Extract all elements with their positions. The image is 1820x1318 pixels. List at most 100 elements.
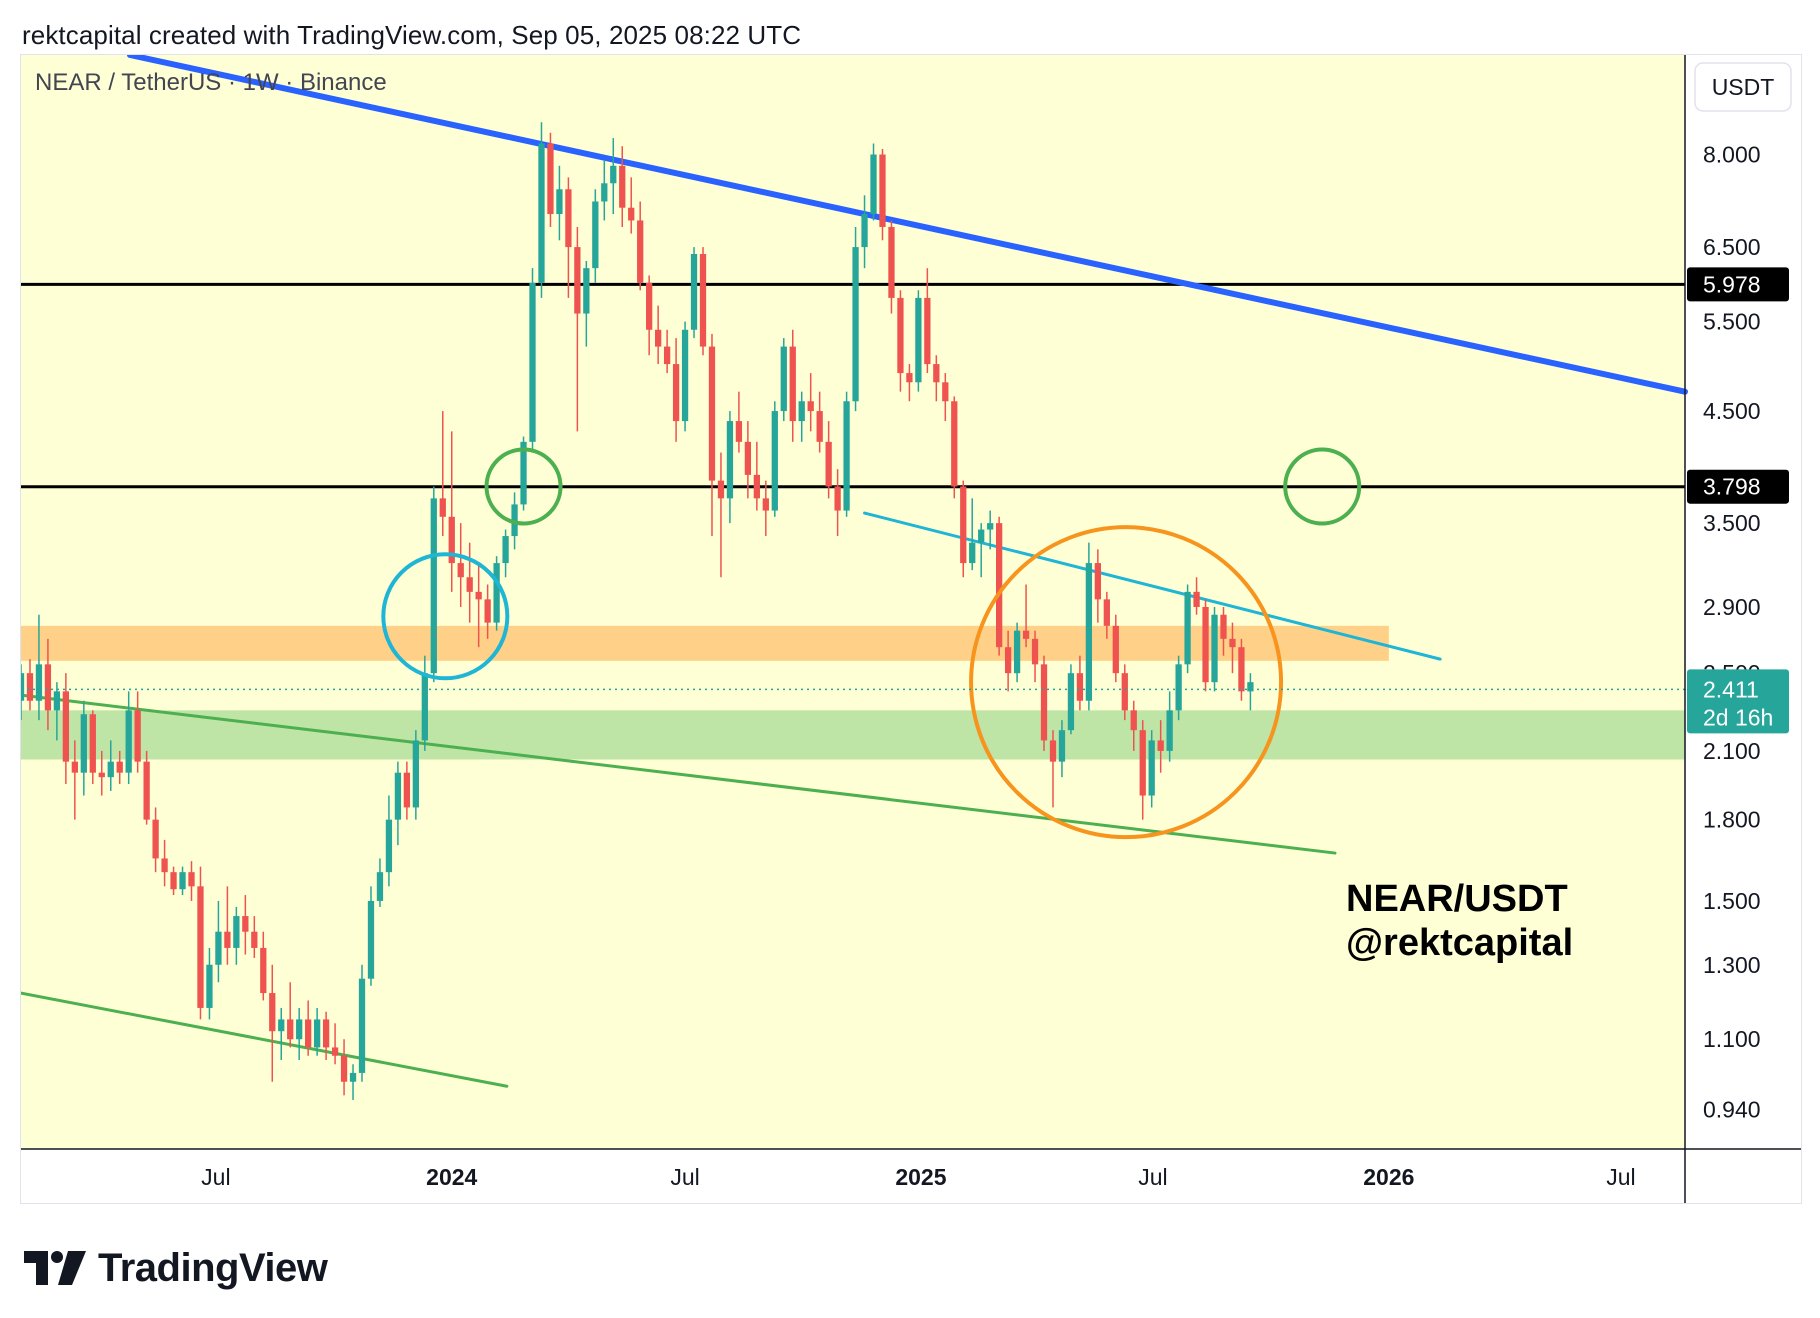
candle[interactable] [852, 226, 859, 412]
currency-button-label[interactable]: USDT [1712, 74, 1775, 100]
candle[interactable] [654, 305, 662, 365]
candle[interactable] [762, 480, 769, 537]
candle[interactable] [1040, 655, 1048, 751]
candle[interactable] [807, 373, 814, 432]
candle[interactable] [924, 268, 931, 374]
candle[interactable] [206, 947, 213, 1020]
tradingview-logo[interactable]: TradingView [24, 1244, 328, 1292]
green-lower-channel[interactable] [21, 991, 509, 1088]
candle[interactable] [152, 807, 159, 873]
candle[interactable] [1202, 599, 1209, 692]
candle[interactable] [403, 761, 411, 820]
candle[interactable] [681, 321, 689, 432]
candle[interactable] [735, 391, 743, 453]
candle[interactable] [278, 1007, 285, 1060]
candle[interactable] [322, 1011, 330, 1060]
candle[interactable] [1157, 720, 1164, 773]
candle[interactable] [305, 1000, 312, 1056]
candle[interactable] [493, 556, 500, 631]
candle[interactable] [825, 421, 832, 499]
candle[interactable] [89, 710, 96, 784]
candle[interactable] [708, 333, 716, 537]
candle[interactable] [574, 226, 581, 432]
candle[interactable] [430, 486, 437, 683]
candle[interactable] [125, 691, 132, 784]
candle[interactable] [349, 1064, 357, 1100]
candle[interactable] [610, 138, 617, 215]
candle[interactable] [870, 143, 877, 221]
candle[interactable] [1067, 664, 1075, 735]
symbol-label[interactable]: NEAR / TetherUS · 1W · Binance [35, 69, 387, 96]
candle[interactable] [233, 906, 240, 965]
candle[interactable] [915, 290, 922, 392]
candle[interactable] [421, 655, 428, 751]
candle[interactable] [394, 761, 402, 846]
candle[interactable] [1166, 691, 1173, 762]
candle[interactable] [260, 931, 267, 1001]
candle[interactable] [583, 261, 590, 347]
candle[interactable] [439, 411, 446, 537]
candle[interactable] [287, 982, 294, 1048]
candle[interactable] [726, 411, 734, 524]
candle[interactable] [1211, 606, 1218, 692]
candle[interactable] [1031, 630, 1039, 683]
candle[interactable] [1220, 606, 1227, 656]
candle[interactable] [502, 529, 509, 578]
candle[interactable] [1049, 730, 1057, 808]
candle[interactable] [529, 268, 536, 453]
green-circle-left[interactable] [484, 447, 563, 526]
candle[interactable] [161, 839, 168, 887]
candle[interactable] [834, 469, 841, 537]
candle[interactable] [35, 614, 43, 721]
candle[interactable] [1229, 622, 1236, 674]
candle[interactable] [412, 730, 419, 820]
candle[interactable] [996, 516, 1003, 656]
candle[interactable] [1247, 673, 1254, 711]
candle[interactable] [699, 247, 707, 356]
candle[interactable] [619, 146, 626, 227]
candle[interactable] [987, 510, 994, 550]
candle[interactable] [1058, 720, 1066, 778]
candle[interactable] [960, 480, 967, 578]
candle[interactable] [646, 275, 653, 356]
candle[interactable] [1184, 584, 1191, 674]
candle[interactable] [457, 523, 464, 607]
candle[interactable] [475, 563, 482, 648]
candle[interactable] [269, 964, 276, 1082]
candle[interactable] [690, 247, 698, 339]
candle[interactable] [44, 638, 52, 731]
candle[interactable] [448, 431, 455, 592]
candle[interactable] [538, 122, 545, 298]
candle[interactable] [672, 338, 680, 442]
candle[interactable] [242, 895, 249, 955]
candle[interactable] [637, 201, 644, 291]
candle[interactable] [744, 421, 752, 499]
candle[interactable] [897, 290, 904, 392]
time-axis[interactable]: Jul 2024 Jul 2025 Jul 2026 Jul [201, 1164, 1635, 1190]
candle[interactable] [251, 916, 258, 958]
orange-circle[interactable] [969, 525, 1284, 840]
candle[interactable] [843, 391, 850, 517]
candle[interactable] [484, 584, 491, 639]
candle[interactable] [798, 391, 805, 442]
candle[interactable] [780, 338, 787, 422]
candle[interactable] [358, 964, 366, 1082]
candle[interactable] [80, 700, 87, 796]
candle[interactable] [1094, 549, 1101, 623]
candle[interactable] [969, 498, 976, 571]
candle[interactable] [331, 1023, 339, 1065]
candle[interactable] [816, 391, 823, 453]
candle[interactable] [1085, 542, 1093, 711]
candle[interactable] [116, 750, 123, 784]
blue-descending-resistance[interactable] [126, 55, 1688, 395]
candle[interactable] [71, 740, 78, 820]
candle[interactable] [26, 659, 34, 711]
candle[interactable] [170, 866, 177, 896]
candle[interactable] [1022, 584, 1030, 648]
candle[interactable] [224, 886, 231, 965]
candle[interactable] [107, 740, 114, 791]
candle[interactable] [1193, 577, 1200, 615]
candle[interactable] [367, 886, 375, 986]
candle[interactable] [942, 373, 949, 422]
candle[interactable] [1238, 638, 1245, 701]
